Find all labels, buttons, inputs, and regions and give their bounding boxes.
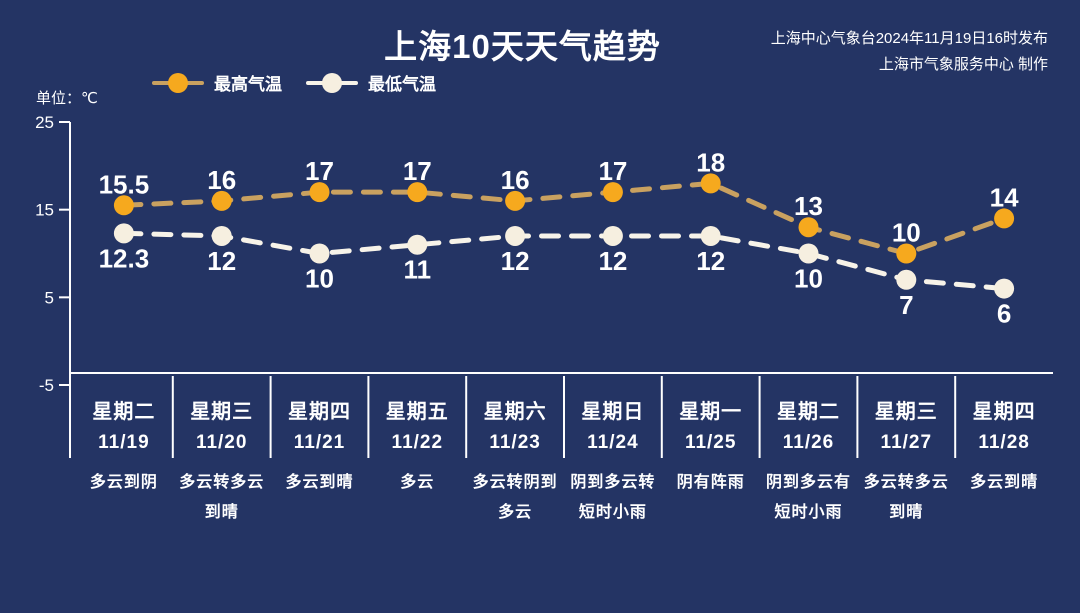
low-temp-value-label: 10 (794, 264, 823, 294)
date-label: 11/21 (294, 432, 346, 453)
weekday-label: 星期三 (190, 400, 253, 423)
high-temp-legend-label: 最高气温 (214, 75, 282, 94)
date-label: 11/25 (685, 432, 737, 453)
weather-label: 多云转阴到 (473, 472, 558, 491)
legend-item-high-temp: 最高气温 (152, 70, 282, 95)
low-temp-value-label: 12 (696, 246, 725, 276)
low-temp-value-label: 12 (207, 246, 236, 276)
low-temp-value-label: 12 (598, 246, 627, 276)
low-temp-point (407, 234, 428, 255)
low-temp-point (113, 223, 134, 244)
high-temp-value-label: 17 (305, 156, 334, 186)
unit-label: 单位：℃ (36, 90, 98, 107)
low-temp-point (994, 278, 1015, 299)
high-temp-point (700, 173, 721, 194)
high-temp-value-label: 10 (892, 218, 921, 248)
weather-label: 多云到晴 (285, 472, 353, 491)
date-label: 11/22 (392, 432, 444, 453)
publisher-line1: 上海中心气象台2024年11月19日16时发布 (770, 30, 1048, 47)
weather-label: 到晴 (205, 503, 239, 521)
high-temp-point (798, 217, 819, 238)
high-temp-value-label: 13 (794, 191, 823, 221)
weather-label: 多云到阴 (90, 472, 158, 491)
date-label: 11/20 (196, 432, 248, 453)
weekday-label: 星期日 (581, 400, 644, 423)
weekday-label: 星期二 (92, 400, 155, 423)
low-temp-legend-label: 最低气温 (368, 75, 436, 94)
high-temp-value-label: 16 (207, 165, 236, 195)
weekday-label: 星期六 (484, 400, 547, 423)
high-temp-value-label: 14 (990, 182, 1019, 212)
high-temp-point (113, 195, 134, 216)
weekday-label: 星期四 (288, 400, 351, 423)
weather-label: 到晴 (889, 503, 923, 521)
weather-label: 多云到晴 (970, 472, 1038, 491)
weather-label: 多云 (498, 502, 532, 521)
weekday-label: 星期三 (875, 400, 938, 423)
low-temp-point (602, 225, 623, 246)
low-temp-point (896, 269, 917, 290)
y-axis-tick-label: -5 (39, 376, 54, 395)
date-label: 11/26 (783, 432, 835, 453)
weekday-label: 星期四 (973, 400, 1036, 423)
low-temp-value-label: 7 (899, 290, 913, 320)
low-temp-legend-dot (322, 72, 342, 93)
date-label: 11/23 (489, 432, 541, 453)
high-temp-point (994, 208, 1015, 229)
date-label: 11/27 (881, 432, 933, 453)
y-axis-tick-label: 25 (35, 113, 54, 132)
high-temp-point (407, 182, 428, 203)
date-label: 11/28 (978, 432, 1030, 453)
weather-label: 短时小雨 (774, 502, 842, 521)
weekday-label: 星期二 (777, 400, 840, 423)
high-temp-point (896, 243, 917, 264)
weather-label: 阴到多云有 (766, 472, 851, 491)
high-temp-legend-dot (168, 72, 188, 93)
weather-label: 多云转多云 (864, 472, 949, 491)
weather-label: 阴有阵雨 (677, 472, 745, 491)
publisher-line2: 上海市气象服务中心 制作 (878, 56, 1048, 73)
y-axis-tick-label: 5 (45, 288, 54, 307)
weekday-label: 星期五 (386, 400, 449, 423)
low-temp-value-label: 12 (501, 246, 530, 276)
low-temp-legend-marker-icon (306, 72, 358, 94)
weekday-label: 星期一 (679, 400, 742, 423)
high-temp-point (309, 182, 330, 203)
high-temp-value-label: 16 (501, 165, 530, 195)
weather-label: 多云转多云 (179, 472, 264, 491)
weather-label: 多云 (400, 472, 434, 491)
publisher-info: 上海中心气象台2024年11月19日16时发布 上海市气象服务中心 制作 (771, 26, 1048, 78)
high-temp-value-label: 17 (598, 156, 627, 186)
high-temp-value-label: 17 (403, 156, 432, 186)
high-temp-value-label: 15.5 (99, 169, 150, 199)
weather-label: 阴到多云转 (570, 472, 655, 491)
weather-label: 短时小雨 (579, 502, 647, 521)
legend-item-low-temp: 最低气温 (306, 70, 436, 95)
low-temp-value-label: 12.3 (99, 243, 150, 273)
high-temp-value-label: 18 (696, 147, 725, 177)
high-temp-point (602, 182, 623, 203)
low-temp-value-label: 11 (404, 255, 432, 285)
low-temp-value-label: 10 (305, 264, 334, 294)
low-temp-point (505, 225, 526, 246)
low-temp-line (121, 230, 1007, 292)
date-label: 11/24 (587, 432, 639, 453)
low-temp-point (798, 243, 819, 264)
high-temp-legend-marker-icon (152, 72, 204, 94)
low-temp-point (309, 243, 330, 264)
low-temp-point (211, 225, 232, 246)
low-temp-value-label: 6 (997, 299, 1011, 329)
y-axis-tick-label: 15 (35, 201, 54, 220)
page-title: 上海10天天气趋势 (384, 28, 661, 65)
low-temp-point (700, 225, 721, 246)
date-label: 11/19 (98, 432, 150, 453)
high-temp-point (505, 190, 526, 211)
chart-legend: 最高气温 最低气温 (152, 70, 460, 95)
high-temp-point (211, 190, 232, 211)
